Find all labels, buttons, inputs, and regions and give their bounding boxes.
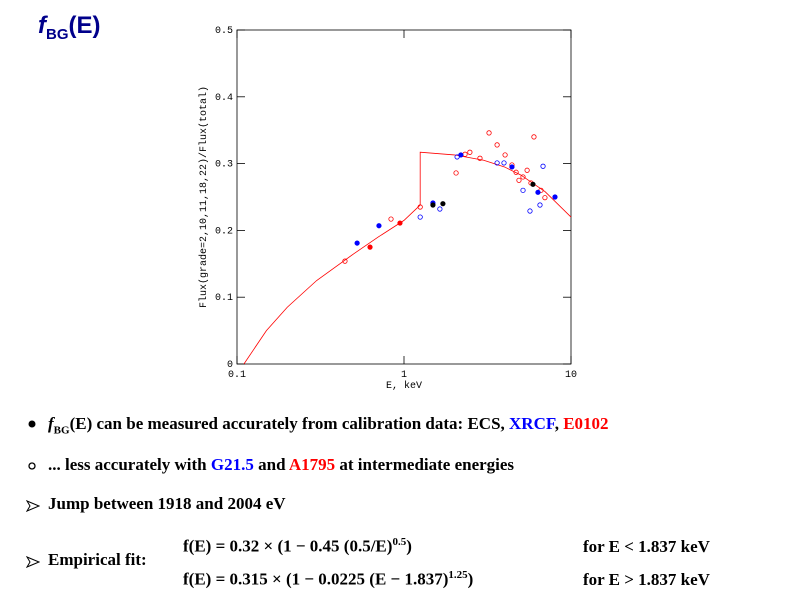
y-axis-label: Flux(grade=2,10,11,18,22)/Flux(total) xyxy=(198,86,210,308)
bullet: Empirical fit: xyxy=(48,550,147,570)
data-point xyxy=(494,142,500,148)
plot-frame xyxy=(236,29,572,365)
text: Empirical fit: xyxy=(48,550,147,569)
data-point xyxy=(513,169,519,175)
data-point xyxy=(417,214,423,220)
condition-text: for E > 1.837 keV xyxy=(583,570,710,589)
data-point xyxy=(524,167,530,173)
exponent: 1.25 xyxy=(448,569,468,581)
data-point xyxy=(417,204,423,210)
bullet: Jump between 1918 and 2004 eV xyxy=(48,494,286,514)
y-tick-label: 0.2 xyxy=(215,226,233,237)
y-tick-label: 0.4 xyxy=(215,93,233,104)
slide-title: fBG(E) xyxy=(38,12,101,43)
formula-text: ) xyxy=(406,536,412,556)
f: f xyxy=(48,414,54,433)
bullet: fBG(E) can be measured accurately from c… xyxy=(48,414,609,436)
formula-text: f(E) = 0.32 × (1 − 0.45 (0.5/E) xyxy=(183,536,393,556)
data-point xyxy=(388,216,394,222)
text: Jump between 1918 and 2004 eV xyxy=(48,494,286,513)
formula-text: f(E) = 0.315 × (1 − 0.0225 (E − 1.837) xyxy=(183,569,449,589)
x-tick-label: 0.1 xyxy=(228,370,246,381)
data-point xyxy=(437,206,443,212)
data-point xyxy=(354,240,360,246)
formula: f(E) = 0.315 × (1 − 0.0225 (E − 1.837)1.… xyxy=(183,569,473,590)
data-point xyxy=(486,130,492,136)
data-point xyxy=(367,244,373,250)
condition: for E > 1.837 keV xyxy=(583,570,710,590)
data-point xyxy=(552,194,558,200)
data-point xyxy=(494,160,500,166)
data-point xyxy=(520,174,526,180)
data-point xyxy=(527,208,533,214)
text: at intermediate energies xyxy=(335,455,515,474)
data-point xyxy=(501,160,507,166)
x-tick-label: 1 xyxy=(401,370,407,381)
title-sub: BG xyxy=(46,25,69,43)
y-tick-label: 0 xyxy=(227,360,233,371)
data-point xyxy=(516,177,522,183)
data-point xyxy=(477,155,483,161)
data-point xyxy=(535,189,541,195)
data-point xyxy=(467,149,473,155)
formula: f(E) = 0.32 × (1 − 0.45 (0.5/E)0.5) xyxy=(183,536,412,557)
text: G21.5 xyxy=(210,455,254,474)
text: and xyxy=(253,455,289,474)
data-point xyxy=(502,152,508,158)
data-point xyxy=(397,220,403,226)
exponent: 0.5 xyxy=(392,536,407,548)
sub: BG xyxy=(53,424,70,437)
x-tick-label: 10 xyxy=(565,370,577,381)
model-curve xyxy=(243,151,572,365)
data-point xyxy=(376,223,382,229)
text: , xyxy=(554,414,559,433)
data-point xyxy=(542,195,548,201)
text: E0102 xyxy=(558,414,609,433)
text: XRCF xyxy=(504,414,555,433)
data-point xyxy=(530,181,536,187)
y-tick-label: 0.5 xyxy=(215,26,233,37)
data-point xyxy=(520,187,526,193)
bullet-dot xyxy=(28,420,36,428)
data-point xyxy=(537,202,543,208)
data-point xyxy=(342,258,348,264)
x-axis-label: E, keV xyxy=(386,380,422,392)
text: A1795 xyxy=(288,455,336,474)
data-point xyxy=(453,170,459,176)
y-tick-label: 0.1 xyxy=(215,293,233,304)
text: ... less accurately with xyxy=(48,455,211,474)
bullet-circle xyxy=(28,462,36,470)
data-point xyxy=(509,164,515,170)
title-f: f xyxy=(38,12,46,39)
chart: Flux(grade=2,10,11,18,22)/Flux(total) E,… xyxy=(198,26,577,392)
text: (E) can be measured accurately from cali… xyxy=(69,414,464,433)
title-rest: (E) xyxy=(68,12,101,39)
condition: for E < 1.837 keV xyxy=(583,537,710,557)
text: ECS, xyxy=(463,414,505,433)
bullet-arrow xyxy=(26,556,40,568)
formula-text: ) xyxy=(467,569,474,589)
condition-text: for E < 1.837 keV xyxy=(583,537,710,556)
bullet-arrow xyxy=(26,500,40,512)
data-point xyxy=(458,152,464,158)
data-point xyxy=(440,201,446,207)
data-point xyxy=(430,202,436,208)
data-point xyxy=(540,163,546,169)
bullet: ... less accurately with G21.5 and A1795… xyxy=(48,455,514,475)
data-point xyxy=(462,151,468,157)
y-tick-label: 0.3 xyxy=(215,160,233,171)
data-point xyxy=(531,134,537,140)
